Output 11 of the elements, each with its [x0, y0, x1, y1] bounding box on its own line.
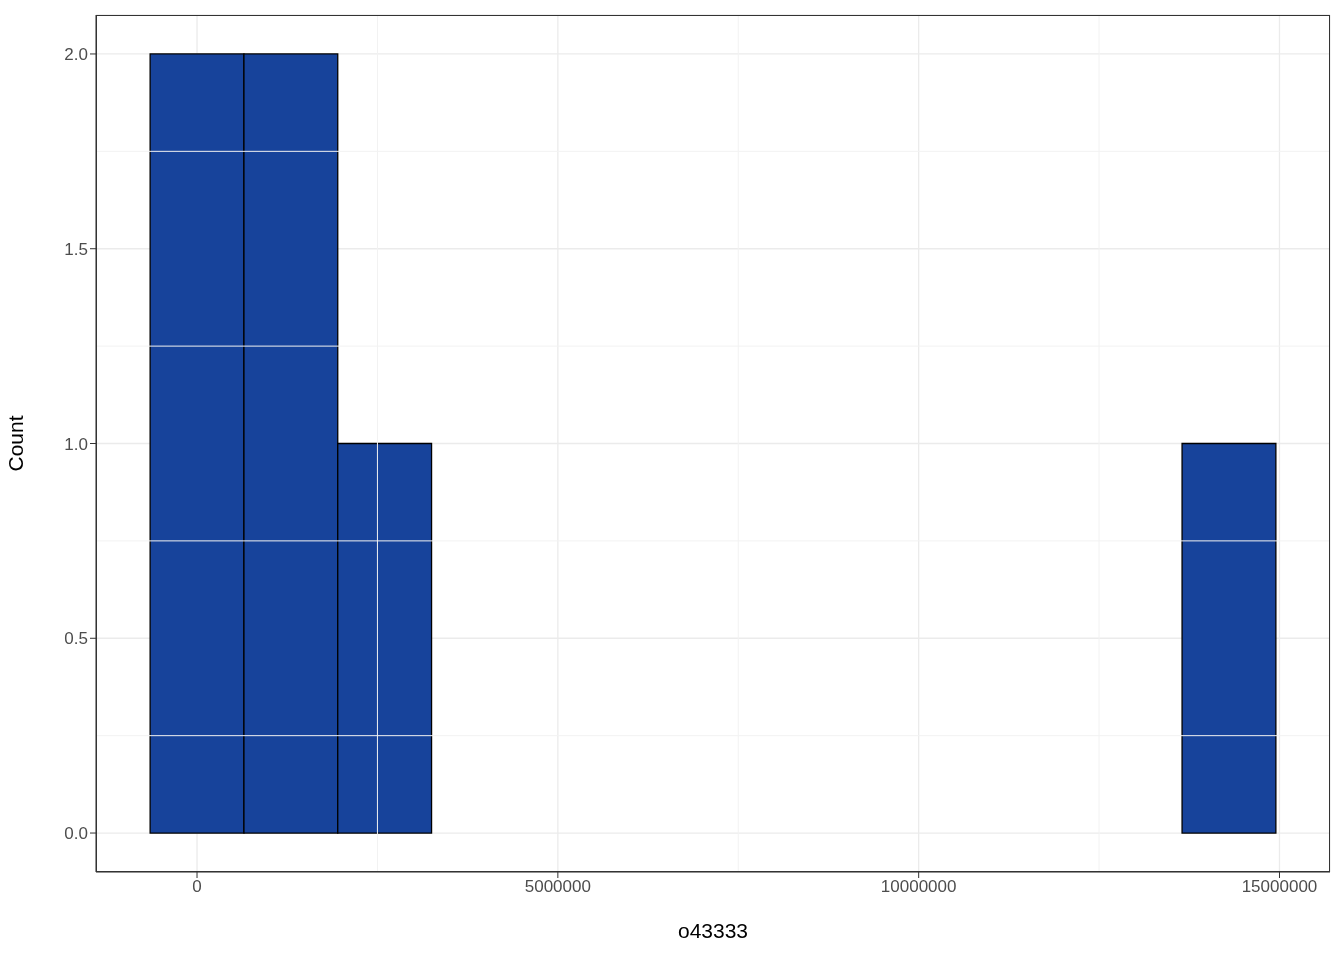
x-tick-label: 10000000 [880, 877, 957, 897]
x-tick-label: 5000000 [524, 877, 591, 897]
x-tick-label: 0 [192, 877, 202, 897]
y-tick-label: 2.0 [64, 44, 88, 64]
x-tick-label: 15000000 [1241, 877, 1318, 897]
y-tick-label: 1.5 [64, 239, 88, 259]
x-axis-title: o43333 [677, 919, 749, 942]
y-tick-label: 0.0 [64, 824, 88, 844]
y-tick-label: 0.5 [64, 629, 88, 649]
y-tick-label: 1.0 [64, 434, 88, 454]
y-axis-title: Count [4, 415, 28, 472]
